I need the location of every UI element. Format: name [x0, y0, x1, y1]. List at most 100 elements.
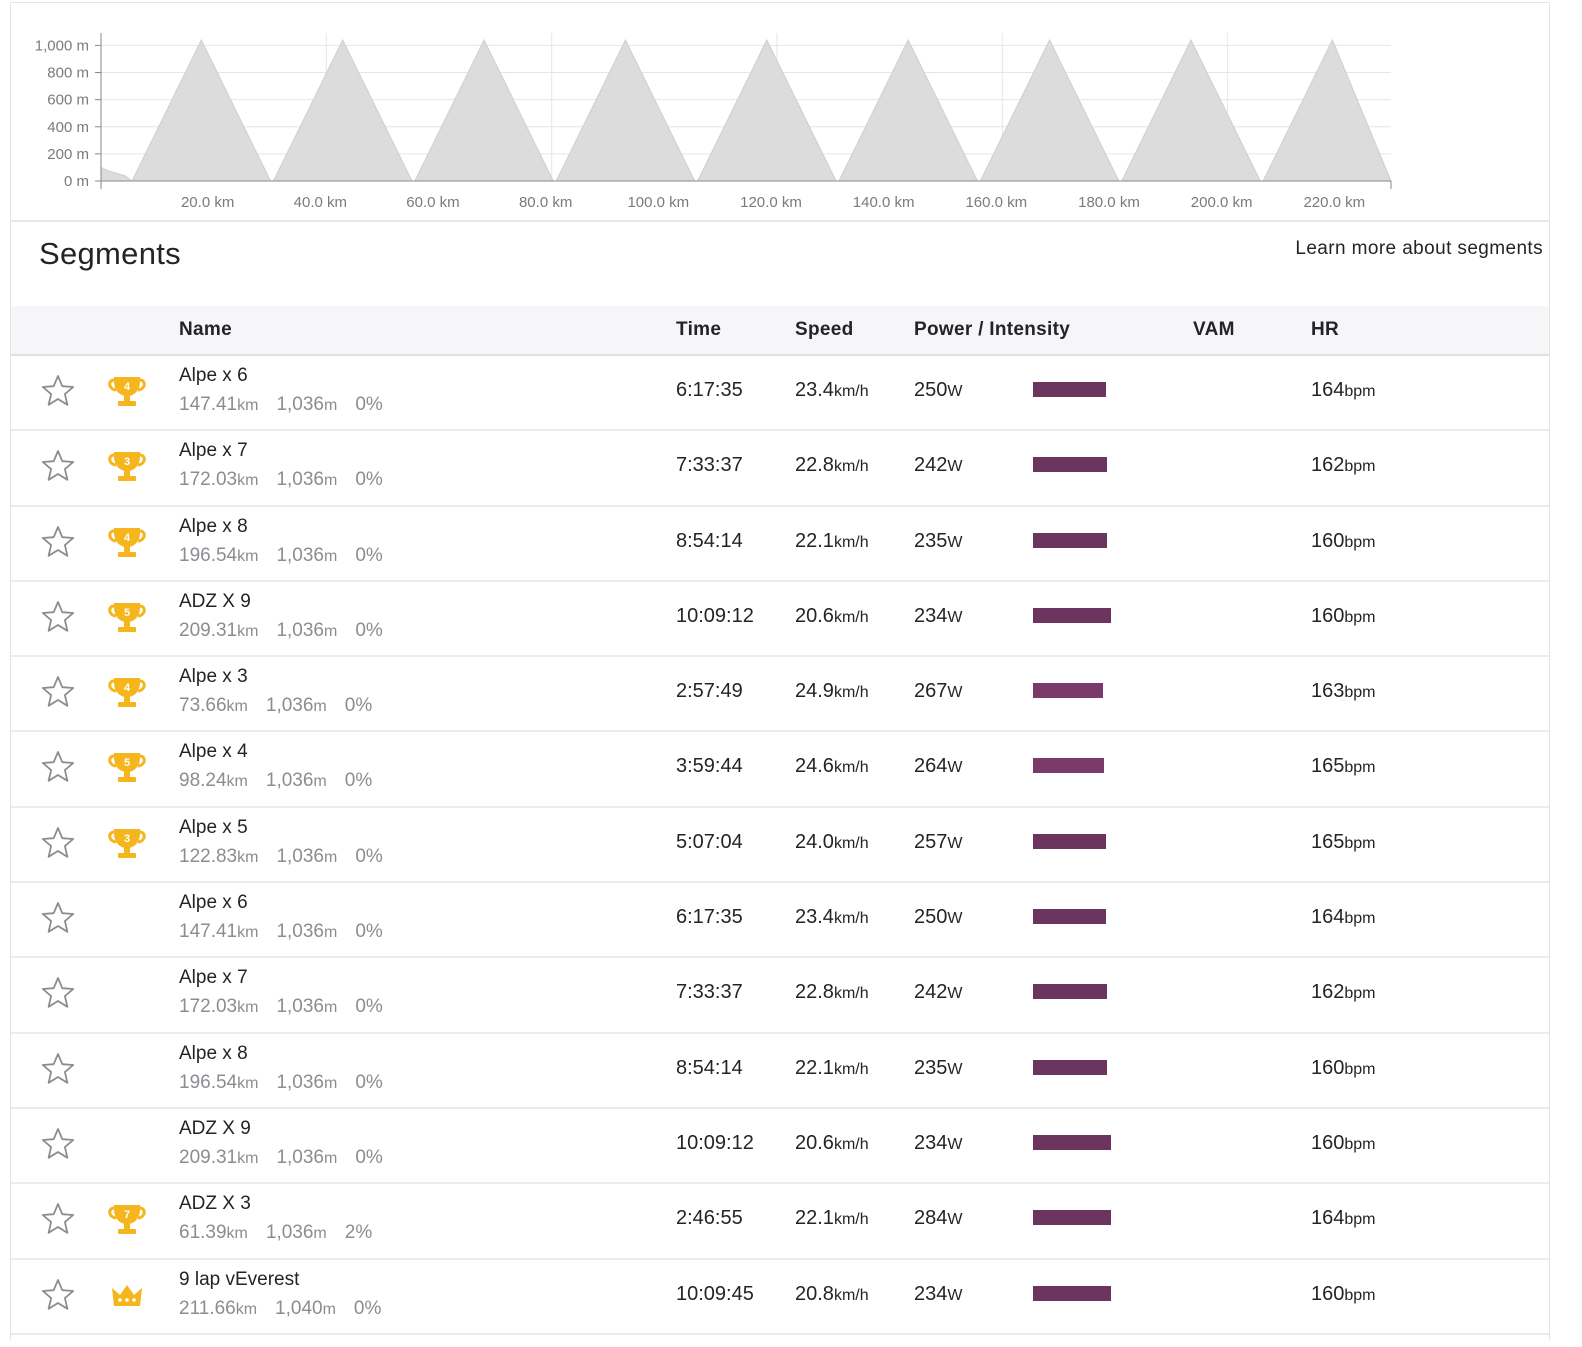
power-unit: W: [947, 383, 963, 400]
segment-distance: 172.03: [179, 996, 238, 1018]
header-power-intensity[interactable]: Power / Intensity: [914, 319, 1071, 340]
power-value: 242: [914, 981, 948, 1004]
segment-name[interactable]: Alpe x 8: [179, 515, 248, 537]
segment-hr: 160bpm: [1311, 1057, 1376, 1080]
hr-value: 164: [1311, 379, 1345, 401]
svg-text:3: 3: [124, 456, 130, 468]
segment-row[interactable]: 5 Alpe x 4 98.24km 1,036m 0% 3:59:44 24.6km/h 2…: [11, 732, 1549, 808]
segment-meta: 147.41km 1,036m 0%: [179, 921, 383, 943]
segment-grade: 0%: [344, 695, 373, 717]
segment-name[interactable]: Alpe x 6: [179, 892, 248, 914]
star-icon[interactable]: [39, 373, 77, 409]
power-value: 250: [914, 379, 948, 401]
hr-unit: bpm: [1344, 834, 1376, 852]
learn-more-link[interactable]: Learn more about segments: [1295, 238, 1543, 259]
segment-name[interactable]: Alpe x 3: [179, 666, 248, 688]
segment-row[interactable]: 3 Alpe x 7 172.03km 1,036m 0% 7:33:37 22.8km/h…: [11, 431, 1549, 507]
speed-unit: km/h: [833, 458, 869, 476]
hr-unit: bpm: [1344, 533, 1376, 551]
star-icon[interactable]: [39, 825, 77, 861]
segment-row[interactable]: 3 Alpe x 5 122.83km 1,036m 0% 5:07:04 24.0km/h…: [11, 808, 1549, 884]
segment-row[interactable]: 9 lap vEverest 211.66km 1,040m 0% 10:09:45 20…: [11, 1260, 1549, 1335]
elevation-unit: m: [313, 698, 327, 716]
elevation-unit: m: [324, 472, 338, 490]
star-icon[interactable]: [39, 749, 77, 785]
segment-time: 6:17:35: [676, 906, 743, 929]
segment-name[interactable]: ADZ X 9: [179, 590, 251, 612]
segment-grade: 2%: [344, 1222, 373, 1244]
star-icon[interactable]: [39, 975, 77, 1011]
svg-text:4: 4: [124, 381, 131, 393]
segment-row[interactable]: Alpe x 6 147.41km 1,036m 0% 6:17:35 23.4km/h 2…: [11, 883, 1549, 959]
segment-meta: 196.54km 1,036m 0%: [179, 1072, 383, 1094]
segment-time: 8:54:14: [676, 529, 743, 552]
segment-row[interactable]: 5 ADZ X 9 209.31km 1,036m 0% 10:09:12 20.6km/h…: [11, 582, 1549, 658]
segment-meta: 98.24km 1,036m 0%: [179, 770, 372, 792]
elevation-unit: m: [313, 1225, 327, 1243]
star-icon[interactable]: [39, 1201, 77, 1237]
segment-name[interactable]: 9 lap vEverest: [179, 1268, 300, 1290]
segment-name[interactable]: Alpe x 7: [179, 440, 248, 462]
segment-row[interactable]: 4 Alpe x 8 196.54km 1,036m 0% 8:54:14 22.1km/h…: [11, 507, 1549, 582]
star-icon[interactable]: [39, 448, 77, 484]
segment-row[interactable]: 4 Alpe x 3 73.66km 1,036m 0% 2:57:49 24.9km/h 2…: [11, 657, 1549, 733]
segment-speed: 22.8km/h: [795, 454, 869, 477]
power-value: 242: [914, 454, 948, 477]
elevation-unit: m: [313, 773, 327, 791]
header-time[interactable]: Time: [676, 319, 722, 340]
header-vam[interactable]: VAM: [1193, 319, 1235, 340]
star-icon[interactable]: [39, 524, 77, 560]
intensity-bar: [1033, 1285, 1111, 1301]
distance-unit: km: [237, 1074, 259, 1092]
segment-name[interactable]: Alpe x 5: [179, 816, 248, 838]
segment-grade: 0%: [355, 845, 383, 867]
star-icon[interactable]: [39, 1277, 77, 1313]
y-tick-label: 0 m: [64, 173, 89, 190]
segment-name[interactable]: Alpe x 4: [179, 741, 248, 763]
power-value: 267: [914, 680, 948, 703]
segments-title: Segments: [39, 236, 181, 271]
segment-name[interactable]: Alpe x 6: [179, 365, 248, 386]
segment-time: 2:46:55: [676, 1207, 743, 1230]
trophy-icon: 7: [107, 1200, 147, 1238]
segment-distance: 122.83: [179, 845, 238, 867]
segment-name[interactable]: ADZ X 9: [179, 1117, 251, 1139]
distance-unit: km: [235, 1300, 258, 1318]
x-tick-label: 160.0 km: [965, 194, 1027, 211]
header-hr[interactable]: HR: [1311, 319, 1340, 340]
header-name[interactable]: Name: [179, 319, 232, 340]
trophy-icon: 3: [107, 447, 147, 485]
segment-row[interactable]: Alpe x 8 196.54km 1,036m 0% 8:54:14 22.1km/h 2…: [11, 1034, 1549, 1109]
segment-grade: 0%: [344, 770, 373, 792]
speed-unit: km/h: [833, 684, 869, 702]
segment-name[interactable]: Alpe x 7: [179, 967, 248, 989]
segment-power: 234W: [914, 1132, 962, 1155]
y-tick-label: 400 m: [47, 119, 89, 136]
star-icon[interactable]: [39, 1126, 77, 1162]
segments-table-header: Name Time Speed Power / Intensity VAM HR: [11, 306, 1549, 356]
segment-power: 267W: [914, 680, 962, 703]
hr-value: 160: [1311, 604, 1345, 627]
power-unit: W: [947, 985, 963, 1003]
distance-unit: km: [226, 1225, 248, 1243]
segment-elevation: 1,036: [276, 544, 324, 566]
segment-name[interactable]: Alpe x 8: [179, 1042, 248, 1064]
segment-elevation: 1,040: [275, 1297, 323, 1319]
segment-row[interactable]: 4 Alpe x 6 147.41km 1,036m 0% 6:17:35 23.4km/h…: [11, 356, 1549, 432]
segment-row[interactable]: 7 ADZ X 3 61.39km 1,036m 2% 2:46:55 22.1km/h 28…: [11, 1184, 1549, 1260]
segment-row[interactable]: Alpe x 7 172.03km 1,036m 0% 7:33:37 22.8km/h 2…: [11, 958, 1549, 1034]
power-value: 235: [914, 1056, 948, 1079]
segment-row[interactable]: ADZ X 9 209.31km 1,036m 0% 10:09:12 20.6km/h 2…: [11, 1109, 1549, 1185]
intensity-bar: [1033, 984, 1107, 1000]
star-icon[interactable]: [39, 599, 77, 635]
star-icon[interactable]: [39, 900, 77, 936]
speed-unit: km/h: [833, 1286, 869, 1304]
header-speed[interactable]: Speed: [795, 319, 854, 340]
distance-unit: km: [237, 397, 259, 414]
power-unit: W: [947, 684, 963, 702]
star-icon[interactable]: [39, 1051, 77, 1087]
segment-name[interactable]: ADZ X 3: [179, 1193, 251, 1215]
segment-time: 7:33:37: [676, 981, 743, 1004]
star-icon[interactable]: [39, 674, 77, 710]
segment-speed: 22.8km/h: [795, 981, 869, 1004]
